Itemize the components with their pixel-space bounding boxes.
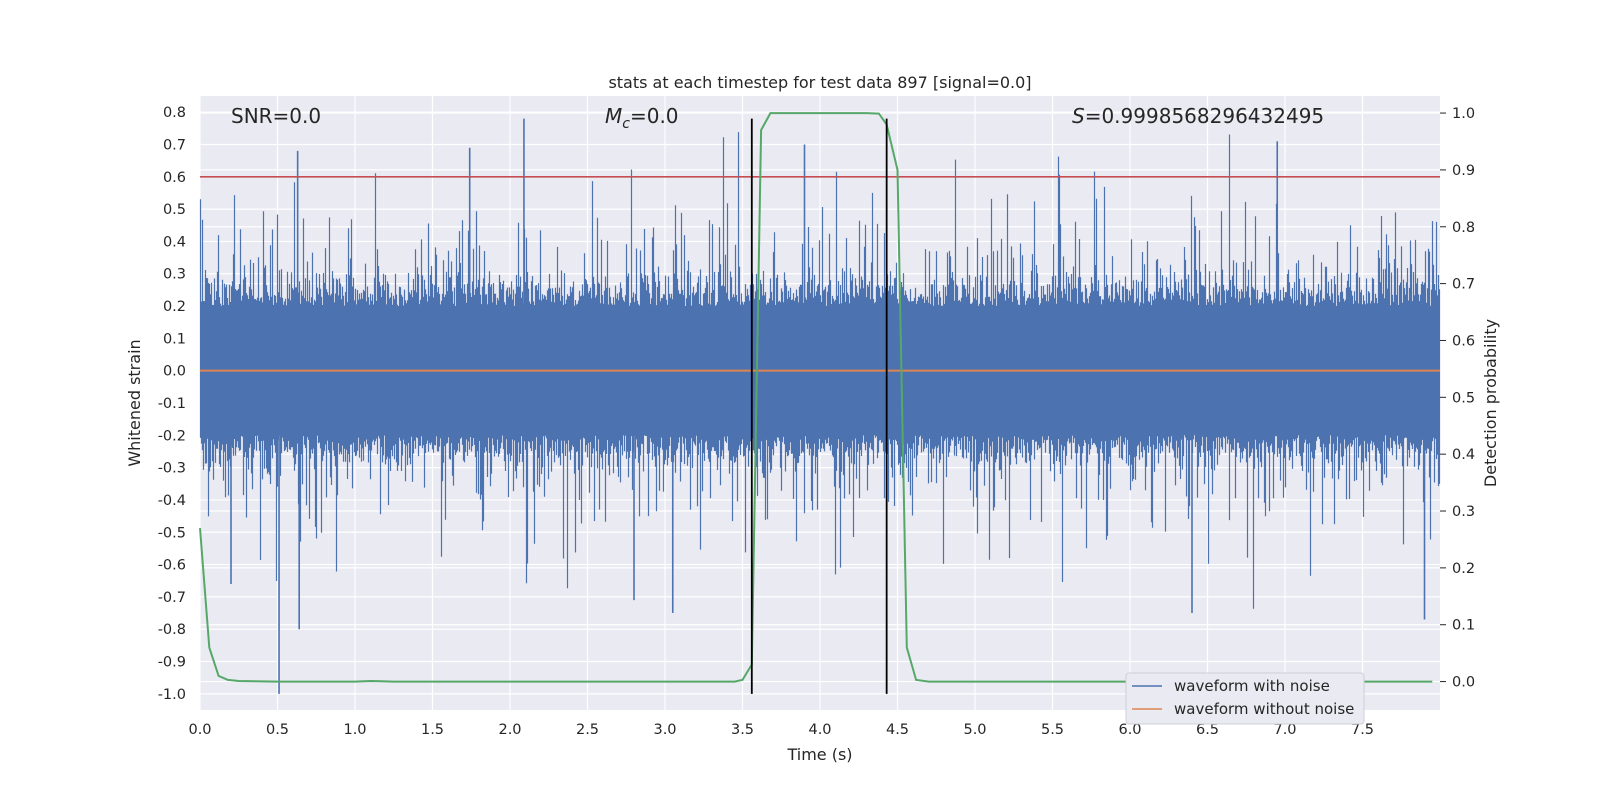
y-left-tick-label: 0.2 (163, 299, 186, 315)
x-tick-label: 7.5 (1351, 722, 1374, 738)
y-left-tick-label: 0.8 (163, 105, 186, 121)
detection-probability-line (199, 112, 1433, 683)
y-left-tick-label: -0.6 (158, 558, 186, 574)
y-right-tick-label: 0.9 (1452, 163, 1475, 179)
x-tick-label: 6.0 (1118, 722, 1141, 738)
x-tick-label: 2.5 (576, 722, 599, 738)
y-left-axis-label: Whitened strain (125, 339, 144, 466)
x-axis-label: Time (s) (786, 745, 852, 764)
x-tick-labels: 0.0 0.5 1.0 1.5 2.0 2.5 3.0 3.5 4.0 4.5 5.0 5.5 6.0 6… (188, 722, 1374, 738)
y-left-tick-label: 0.0 (163, 364, 186, 380)
x-tick-label: 5.0 (963, 722, 986, 738)
y-left-tick-label: -0.9 (158, 655, 186, 671)
y-right-tick-labels: 1.0 0.9 0.8 0.7 0.6 0.5 0.4 0.3 0.2 0.1 0.0 (1440, 106, 1475, 691)
x-tick-label: 7.0 (1273, 722, 1296, 738)
y-left-tick-labels: 0.8 0.7 0.6 0.5 0.4 0.3 0.2 0.1 0.0 -0.1 -0.2 -0.3 -… (158, 105, 186, 703)
y-left-tick-label: 0.7 (163, 137, 186, 153)
x-tick-label: 4.5 (886, 722, 909, 738)
legend: waveform with noise waveform without noi… (1125, 672, 1365, 725)
legend-label-noise: waveform with noise (1174, 677, 1330, 695)
x-tick-label: 2.0 (498, 722, 521, 738)
x-tick-label: 6.5 (1196, 722, 1219, 738)
x-tick-label: 3.5 (731, 722, 754, 738)
y-left-tick-label: -0.5 (158, 525, 186, 541)
y-left-tick-label: -0.3 (158, 461, 186, 477)
chirp-mass-annotation: Mc=0.0 (605, 104, 679, 132)
y-right-tick-label: 0.1 (1452, 618, 1475, 634)
x-tick-label: 4.0 (808, 722, 831, 738)
y-left-tick-label: -0.4 (158, 493, 186, 509)
y-right-tick-label: 0.2 (1452, 561, 1475, 577)
x-tick-label: 1.0 (343, 722, 366, 738)
y-right-tick-label: 0.5 (1452, 390, 1475, 406)
snr-annotation: SNR=0.0 (231, 104, 321, 128)
y-left-tick-label: -0.1 (158, 396, 186, 412)
y-right-axis-label: Detection probability (1481, 319, 1500, 487)
chart-title: stats at each timestep for test data 897… (608, 73, 1031, 92)
x-tick-label: 0.5 (266, 722, 289, 738)
y-left-tick-label: -0.8 (158, 622, 186, 638)
x-tick-label: 1.5 (421, 722, 444, 738)
y-left-tick-label: -0.2 (158, 428, 186, 444)
y-left-tick-label: -1.0 (158, 687, 186, 703)
y-right-tick-label: 0.4 (1452, 447, 1475, 463)
y-right-tick-label: 0.6 (1452, 333, 1475, 349)
s-statistic-annotation: S=0.9998568296432495 (1072, 104, 1324, 128)
x-tick-label: 0.0 (188, 722, 211, 738)
y-right-tick-label: 1.0 (1452, 106, 1475, 122)
y-left-tick-label: 0.3 (163, 267, 186, 283)
y-left-tick-label: 0.6 (163, 170, 186, 186)
y-left-tick-label: 0.5 (163, 202, 186, 218)
legend-box (1125, 672, 1365, 725)
y-right-grid (200, 112, 1440, 683)
x-tick-label: 5.5 (1041, 722, 1064, 738)
lines-layer (199, 112, 1440, 694)
y-left-tick-label: -0.7 (158, 590, 186, 606)
y-right-tick-label: 0.3 (1452, 504, 1475, 520)
x-tick-label: 3.0 (653, 722, 676, 738)
y-right-tick-label: 0.7 (1452, 277, 1475, 293)
legend-label-clean: waveform without noise (1174, 700, 1354, 718)
y-right-tick-label: 0.0 (1452, 675, 1475, 691)
y-left-tick-label: 0.4 (163, 234, 186, 250)
y-right-tick-label: 0.8 (1452, 220, 1475, 236)
y-left-tick-label: 0.1 (163, 331, 186, 347)
